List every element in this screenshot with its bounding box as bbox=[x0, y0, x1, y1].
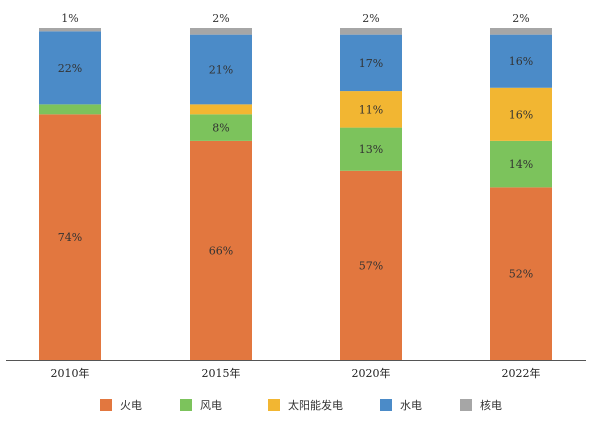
bars-layer: 74%3%22%1%66%8%3%21%2%57%13%11%17%2%52%1… bbox=[39, 12, 552, 360]
bar-segment-0-series-0 bbox=[39, 114, 101, 360]
data-label-1-series-0: 66% bbox=[209, 244, 233, 257]
data-label-2-series-1: 13% bbox=[359, 143, 383, 156]
data-label-3-series-1: 14% bbox=[509, 158, 533, 171]
data-label-3-series-4: 2% bbox=[512, 12, 529, 25]
data-label-2-series-0: 57% bbox=[359, 259, 383, 272]
bar-segment-1-series-2 bbox=[190, 104, 252, 115]
bar-segment-2-series-3 bbox=[340, 34, 402, 92]
data-label-3-series-2: 16% bbox=[509, 108, 533, 121]
bar-segment-2-series-4 bbox=[340, 28, 402, 35]
data-label-2-series-2: 11% bbox=[359, 103, 383, 116]
bar-segment-1-series-1 bbox=[190, 114, 252, 141]
bar-segment-1-series-4 bbox=[190, 28, 252, 35]
bar-segment-2-series-2 bbox=[340, 91, 402, 128]
bar-segment-3-series-2 bbox=[490, 87, 552, 141]
data-label-2-series-3: 17% bbox=[359, 57, 383, 70]
data-label-2-series-4: 2% bbox=[362, 12, 379, 25]
legend-swatch-3 bbox=[380, 399, 392, 411]
data-label-1-series-3: 21% bbox=[209, 64, 233, 77]
bar-segment-0-series-4 bbox=[39, 28, 101, 32]
legend-swatch-2 bbox=[268, 399, 280, 411]
legend-label-2: 太阳能发电 bbox=[288, 398, 343, 412]
bar-segment-0-series-3 bbox=[39, 31, 101, 105]
legend: 火电 风电 太阳能发电 水电 核电 bbox=[100, 398, 502, 412]
bar-segment-3-series-1 bbox=[490, 140, 552, 188]
bar-segment-0-series-1 bbox=[39, 104, 101, 115]
data-label-1-series-4: 2% bbox=[212, 12, 229, 25]
legend-label-3: 水电 bbox=[400, 399, 422, 412]
bar-segment-3-series-3 bbox=[490, 34, 552, 88]
legend-swatch-1 bbox=[180, 399, 192, 411]
legend-label-4: 核电 bbox=[480, 398, 502, 412]
x-tick-label-1: 2015年 bbox=[202, 366, 241, 380]
data-label-0-series-4: 1% bbox=[61, 12, 78, 25]
legend-swatch-0 bbox=[100, 399, 112, 411]
legend-label-0: 火电 bbox=[120, 399, 142, 412]
bar-segment-2-series-1 bbox=[340, 127, 402, 171]
x-tick-label-3: 2022年 bbox=[502, 366, 541, 380]
data-label-3-series-0: 52% bbox=[509, 268, 533, 281]
x-tick-label-0: 2010年 bbox=[51, 366, 90, 380]
data-label-0-series-0: 74% bbox=[58, 231, 82, 244]
bar-segment-3-series-4 bbox=[490, 28, 552, 35]
x-tick-labels: 2010年 2015年 2020年 2022年 bbox=[51, 366, 541, 380]
legend-label-1: 风电 bbox=[200, 399, 222, 412]
bar-segment-2-series-0 bbox=[340, 170, 402, 360]
data-label-1-series-1: 8% bbox=[212, 122, 229, 135]
data-label-3-series-3: 16% bbox=[509, 55, 533, 68]
x-tick-label-2: 2020年 bbox=[352, 366, 391, 380]
bar-segment-1-series-3 bbox=[190, 34, 252, 105]
bar-segment-3-series-0 bbox=[490, 187, 552, 360]
data-label-0-series-3: 22% bbox=[58, 62, 82, 75]
legend-swatch-4 bbox=[460, 399, 472, 411]
bar-segment-1-series-0 bbox=[190, 140, 252, 360]
